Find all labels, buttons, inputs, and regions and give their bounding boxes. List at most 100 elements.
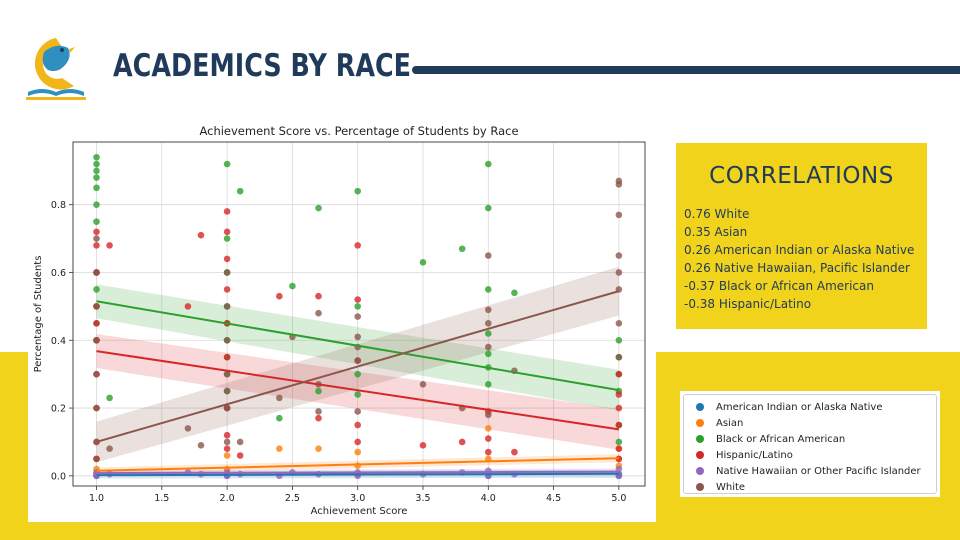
scatter-chart: Achievement Score vs. Percentage of Stud…: [33, 124, 646, 517]
x-tick-label: 1.5: [154, 493, 169, 504]
data-point: [93, 218, 100, 225]
data-point: [276, 445, 283, 453]
data-point: [93, 269, 100, 276]
data-point: [93, 242, 100, 249]
data-point: [223, 452, 231, 459]
data-point: [354, 242, 361, 249]
correlation-item: 0.26 American Indian or Alaska Native: [684, 243, 915, 257]
legend-marker: [696, 435, 704, 443]
data-point: [223, 370, 231, 378]
data-point: [615, 353, 623, 361]
data-point: [354, 391, 361, 398]
data-point: [354, 421, 361, 429]
data-point: [184, 425, 192, 432]
data-point: [354, 303, 361, 310]
legend-label: Native Hawaiian or Other Pacific Islande…: [716, 465, 921, 477]
data-point: [223, 160, 231, 168]
data-point: [93, 286, 100, 293]
data-point: [484, 306, 492, 314]
confidence-band: [96, 266, 619, 463]
x-tick-label: 5.0: [611, 493, 626, 504]
legend-label: Asian: [716, 417, 744, 429]
legend-item: Native Hawaiian or Other Pacific Islande…: [696, 463, 921, 479]
chart-legend: American Indian or Alaska Native Asian Bla…: [680, 391, 940, 497]
data-point: [223, 228, 231, 236]
data-point: [223, 286, 231, 293]
data-point: [315, 292, 322, 300]
regression-line: [96, 350, 620, 431]
legend-label: Black or African American: [716, 433, 846, 445]
data-point: [93, 404, 100, 412]
data-point: [354, 438, 361, 446]
y-tick-label: 0.6: [51, 268, 66, 279]
data-point: [223, 431, 231, 439]
data-point: [484, 160, 492, 168]
data-point: [93, 235, 100, 242]
y-tick-label: 0.2: [51, 404, 66, 415]
data-point: [419, 381, 427, 388]
data-point: [93, 184, 100, 192]
data-point: [354, 357, 361, 364]
data-point: [223, 269, 231, 276]
legend-item: Black or African American: [696, 431, 845, 447]
data-point: [354, 370, 361, 378]
x-axis-label: Achievement Score: [311, 506, 408, 517]
regression-line: [96, 470, 619, 475]
data-point: [511, 289, 518, 297]
data-point: [419, 442, 427, 449]
data-point: [615, 438, 623, 446]
legend-label: American Indian or Alaska Native: [716, 401, 883, 413]
legend-frame: American Indian or Alaska Native Asian Bla…: [683, 394, 937, 494]
legend-marker: [696, 483, 704, 491]
correlations-panel: CORRELATIONS 0.76 White 0.35 Asian 0.26 …: [676, 143, 927, 329]
y-tick-label: 0.4: [51, 336, 66, 347]
data-point: [484, 435, 492, 442]
legend-label: Hispanic/Latino: [716, 449, 793, 461]
data-point: [223, 336, 231, 344]
legend-label: White: [716, 481, 746, 493]
data-point: [184, 303, 192, 310]
correlation-item: -0.37 Black or African American: [684, 279, 874, 293]
x-tick-label: 2.5: [285, 493, 300, 504]
correlation-item: 0.35 Asian: [684, 225, 748, 239]
correlations-list: 0.76 White 0.35 Asian 0.26 American Indi…: [684, 205, 914, 313]
data-point: [223, 208, 231, 215]
data-point: [289, 282, 296, 290]
legend-item: White: [696, 479, 745, 495]
page-title: ACADEMICS BY RACE: [113, 48, 412, 84]
data-point: [197, 231, 205, 239]
x-tick-label: 4.0: [481, 493, 496, 504]
data-point: [93, 455, 100, 463]
plot-frame: [72, 141, 646, 487]
data-point: [93, 160, 100, 168]
data-point: [315, 414, 322, 422]
x-tick-label: 1.0: [89, 493, 104, 504]
data-point: [93, 174, 100, 181]
legend-marker: [696, 467, 704, 475]
x-tick-label: 3.0: [350, 493, 365, 504]
data-point: [615, 421, 623, 429]
data-point: [484, 330, 492, 337]
data-point: [93, 228, 100, 236]
data-point: [223, 255, 231, 263]
data-point: [315, 445, 322, 453]
data-point: [223, 303, 231, 310]
legend-marker: [696, 419, 704, 427]
data-point: [354, 313, 361, 320]
correlation-item: -0.38 Hispanic/Latino: [684, 297, 812, 311]
title-divider: [412, 66, 960, 74]
data-point: [615, 320, 623, 327]
data-point: [615, 404, 623, 412]
data-point: [93, 438, 100, 446]
data-point: [223, 235, 231, 242]
data-point: [615, 445, 623, 453]
data-point: [615, 370, 623, 378]
data-point: [106, 445, 113, 453]
data-point: [615, 269, 623, 276]
chart-title: Achievement Score vs. Percentage of Stud…: [199, 124, 518, 138]
regression-line: [96, 290, 620, 443]
x-tick-label: 2.0: [220, 493, 235, 504]
regression-line: [96, 457, 619, 472]
data-point: [484, 448, 492, 456]
data-point: [106, 394, 113, 402]
